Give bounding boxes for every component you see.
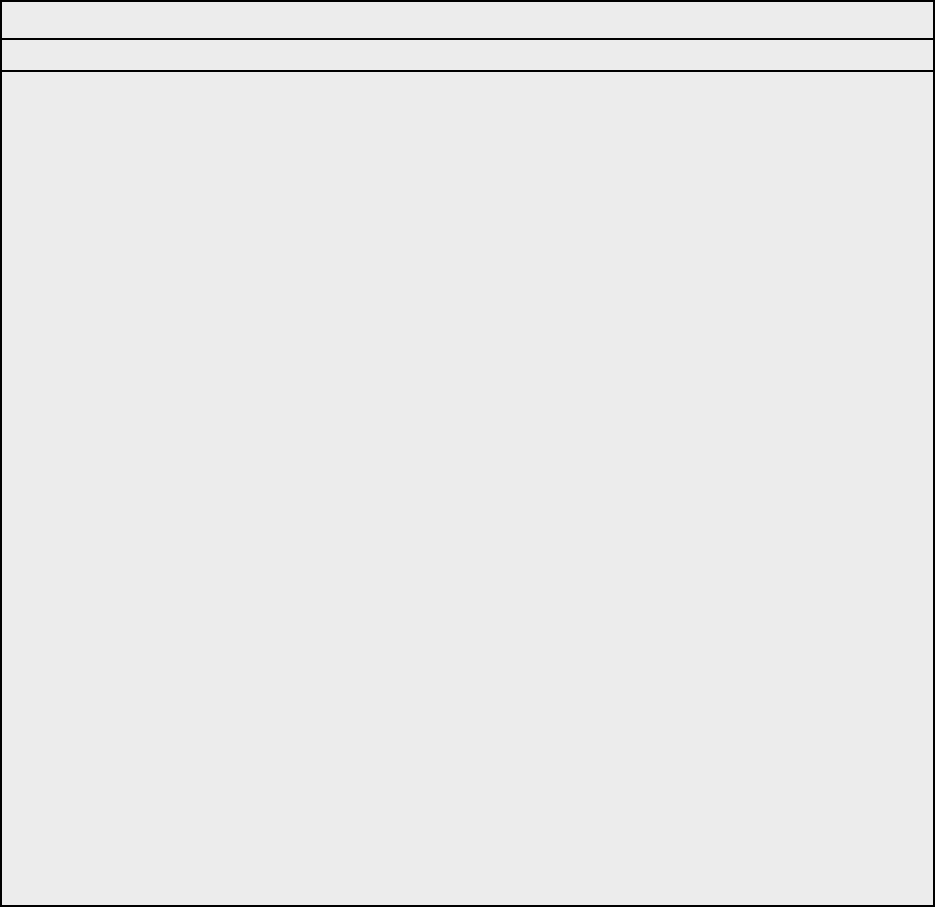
spacer-row [2, 40, 933, 72]
page-title [2, 2, 933, 40]
strategy-map-frame [0, 0, 935, 907]
edges-layer [2, 2, 935, 909]
